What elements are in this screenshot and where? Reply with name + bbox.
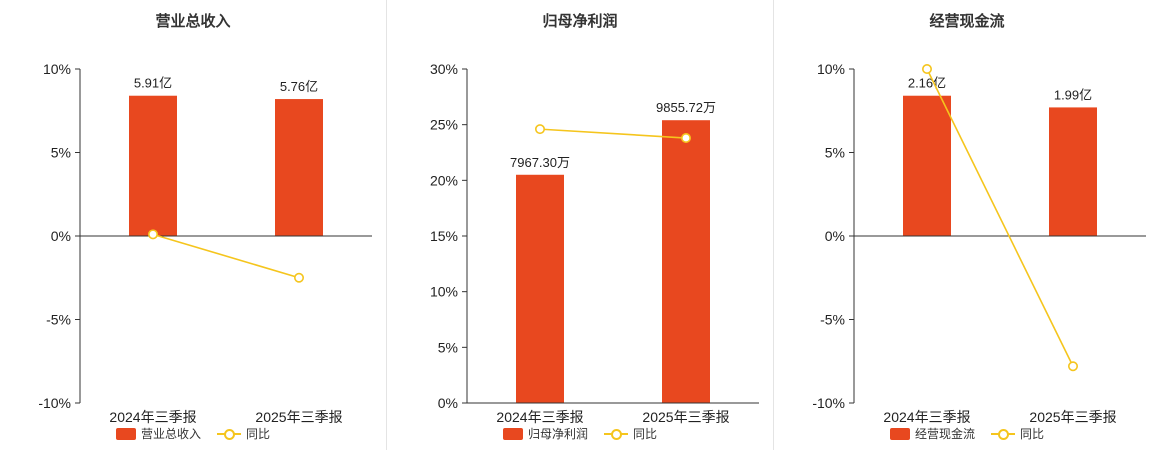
y-axis-tick-label: 10% xyxy=(817,61,845,77)
bar-value-label: 2.16亿 xyxy=(908,76,946,91)
legend-line-label: 同比 xyxy=(246,427,271,441)
y-axis-tick-label: 5% xyxy=(51,145,71,161)
y-axis-tick-label: -5% xyxy=(820,312,845,328)
legend-bar-series[interactable]: 归母净利润 xyxy=(502,425,588,442)
legend-bar-label: 经营现金流 xyxy=(914,427,975,441)
chart-panel-cash-flow: 经营现金流 10% 5% 0% -5% -10% 2.16亿 1.99亿 2024年三季报 20… xyxy=(773,0,1160,450)
yoy-marker[interactable] xyxy=(293,272,304,283)
chart-legend: 经营现金流 同比 xyxy=(889,425,1044,442)
line-marker-icon xyxy=(217,428,241,440)
legend-line-label: 同比 xyxy=(1020,427,1045,441)
bar-value-label: 9855.72万 xyxy=(656,100,716,115)
chart-canvas: 10% 5% 0% -5% -10% 5.91亿 5.76亿 2024年三季报 2025年三季报 xyxy=(38,61,372,425)
legend-line-series[interactable]: 同比 xyxy=(604,425,657,442)
y-axis-tick-label: -5% xyxy=(46,312,71,328)
legend-line-series[interactable]: 同比 xyxy=(217,425,270,442)
bar-swatch-icon xyxy=(889,427,910,440)
yoy-marker[interactable] xyxy=(680,133,691,144)
chart-title: 归母净利润 xyxy=(542,13,618,30)
x-axis-category-label: 2025年三季报 xyxy=(255,409,342,425)
x-axis-category-label: 2024年三季报 xyxy=(496,409,583,425)
bar-value-label: 5.76亿 xyxy=(280,79,318,94)
y-axis-tick-label: 25% xyxy=(430,117,458,133)
y-axis-tick-label: 10% xyxy=(43,61,71,77)
y-axis-tick-label: 0% xyxy=(825,228,845,244)
x-axis-category-label: 2024年三季报 xyxy=(883,409,970,425)
chart-canvas: 30% 25% 20% 15% 10% 5% 0% 7967.30万 9855.72万 2024年… xyxy=(430,61,759,425)
bar-value-label: 1.99亿 xyxy=(1054,87,1092,102)
chart-title: 经营现金流 xyxy=(929,13,1005,30)
yoy-marker[interactable] xyxy=(1067,361,1078,372)
bar-swatch-icon xyxy=(115,427,136,440)
legend-bar-series[interactable]: 经营现金流 xyxy=(889,425,975,442)
yoy-marker[interactable] xyxy=(148,229,159,240)
y-axis-tick-label: 5% xyxy=(825,145,845,161)
legend-bar-label: 归母净利润 xyxy=(527,427,588,441)
y-axis-tick-label: 10% xyxy=(430,284,458,300)
chart-canvas: 10% 5% 0% -5% -10% 2.16亿 1.99亿 2024年三季报 2025年三季报 xyxy=(812,61,1146,425)
bar-rect[interactable] xyxy=(129,95,177,236)
yoy-line xyxy=(152,233,300,279)
bar-rect[interactable] xyxy=(275,99,323,236)
bar-value-label: 7967.30万 xyxy=(510,155,570,170)
legend-bar-series[interactable]: 营业总收入 xyxy=(115,425,201,442)
legend-line-label: 同比 xyxy=(633,427,658,441)
yoy-line xyxy=(926,68,1074,367)
y-axis-tick-label: 30% xyxy=(430,61,458,77)
bar-rect[interactable] xyxy=(1049,107,1097,236)
y-axis-tick-label: 0% xyxy=(438,395,458,411)
bar-rect[interactable] xyxy=(662,120,710,404)
yoy-line xyxy=(539,128,687,139)
bar-value-label: 5.91亿 xyxy=(134,76,172,91)
yoy-marker[interactable] xyxy=(922,63,933,74)
line-marker-icon xyxy=(991,428,1015,440)
x-axis-category-label: 2025年三季报 xyxy=(1029,409,1116,425)
x-axis-category-label: 2025年三季报 xyxy=(642,409,729,425)
legend-line-series[interactable]: 同比 xyxy=(991,425,1044,442)
y-axis-tick-label: 15% xyxy=(430,228,458,244)
chart-legend: 营业总收入 同比 xyxy=(115,425,270,442)
y-axis-tick-label: -10% xyxy=(812,395,845,411)
x-axis-category-label: 2024年三季报 xyxy=(109,409,196,425)
y-axis-tick-label: -10% xyxy=(38,395,71,411)
y-axis-tick-label: 20% xyxy=(430,172,458,188)
y-axis-tick-label: 0% xyxy=(51,228,71,244)
yoy-marker[interactable] xyxy=(535,124,546,135)
legend-bar-label: 营业总收入 xyxy=(140,427,201,441)
chart-title: 营业总收入 xyxy=(155,13,231,30)
bar-swatch-icon xyxy=(502,427,523,440)
line-marker-icon xyxy=(604,428,628,440)
bar-rect[interactable] xyxy=(516,174,564,403)
y-axis-tick-label: 5% xyxy=(438,339,458,355)
bar-rect[interactable] xyxy=(903,95,951,236)
chart-legend: 归母净利润 同比 xyxy=(502,425,657,442)
chart-panel-net-profit: 归母净利润 30% 25% 20% 15% 10% 5% 0% 7967.30万 9855.72… xyxy=(386,0,773,450)
chart-panel-revenue: 营业总收入 10% 5% 0% -5% -10% 5.91亿 5.76亿 2024年三季报 20… xyxy=(0,0,386,450)
